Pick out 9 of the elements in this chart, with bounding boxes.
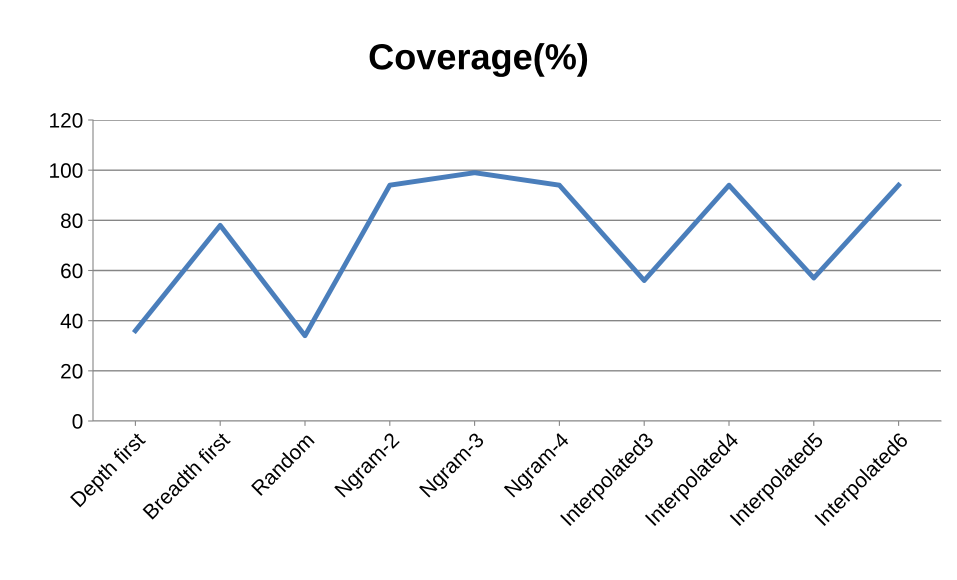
y-tick-label: 80 [61,213,82,228]
y-tick-label: 100 [50,163,82,178]
y-tick-label: 120 [50,113,82,128]
y-tick-label: 40 [60,314,82,328]
y-tick-label: 20 [61,364,82,379]
y-tick-label: 0 [72,414,82,429]
chart-title: Coverage(%) [370,43,588,77]
line-series [132,170,902,338]
y-tick-label: 60 [61,264,82,278]
